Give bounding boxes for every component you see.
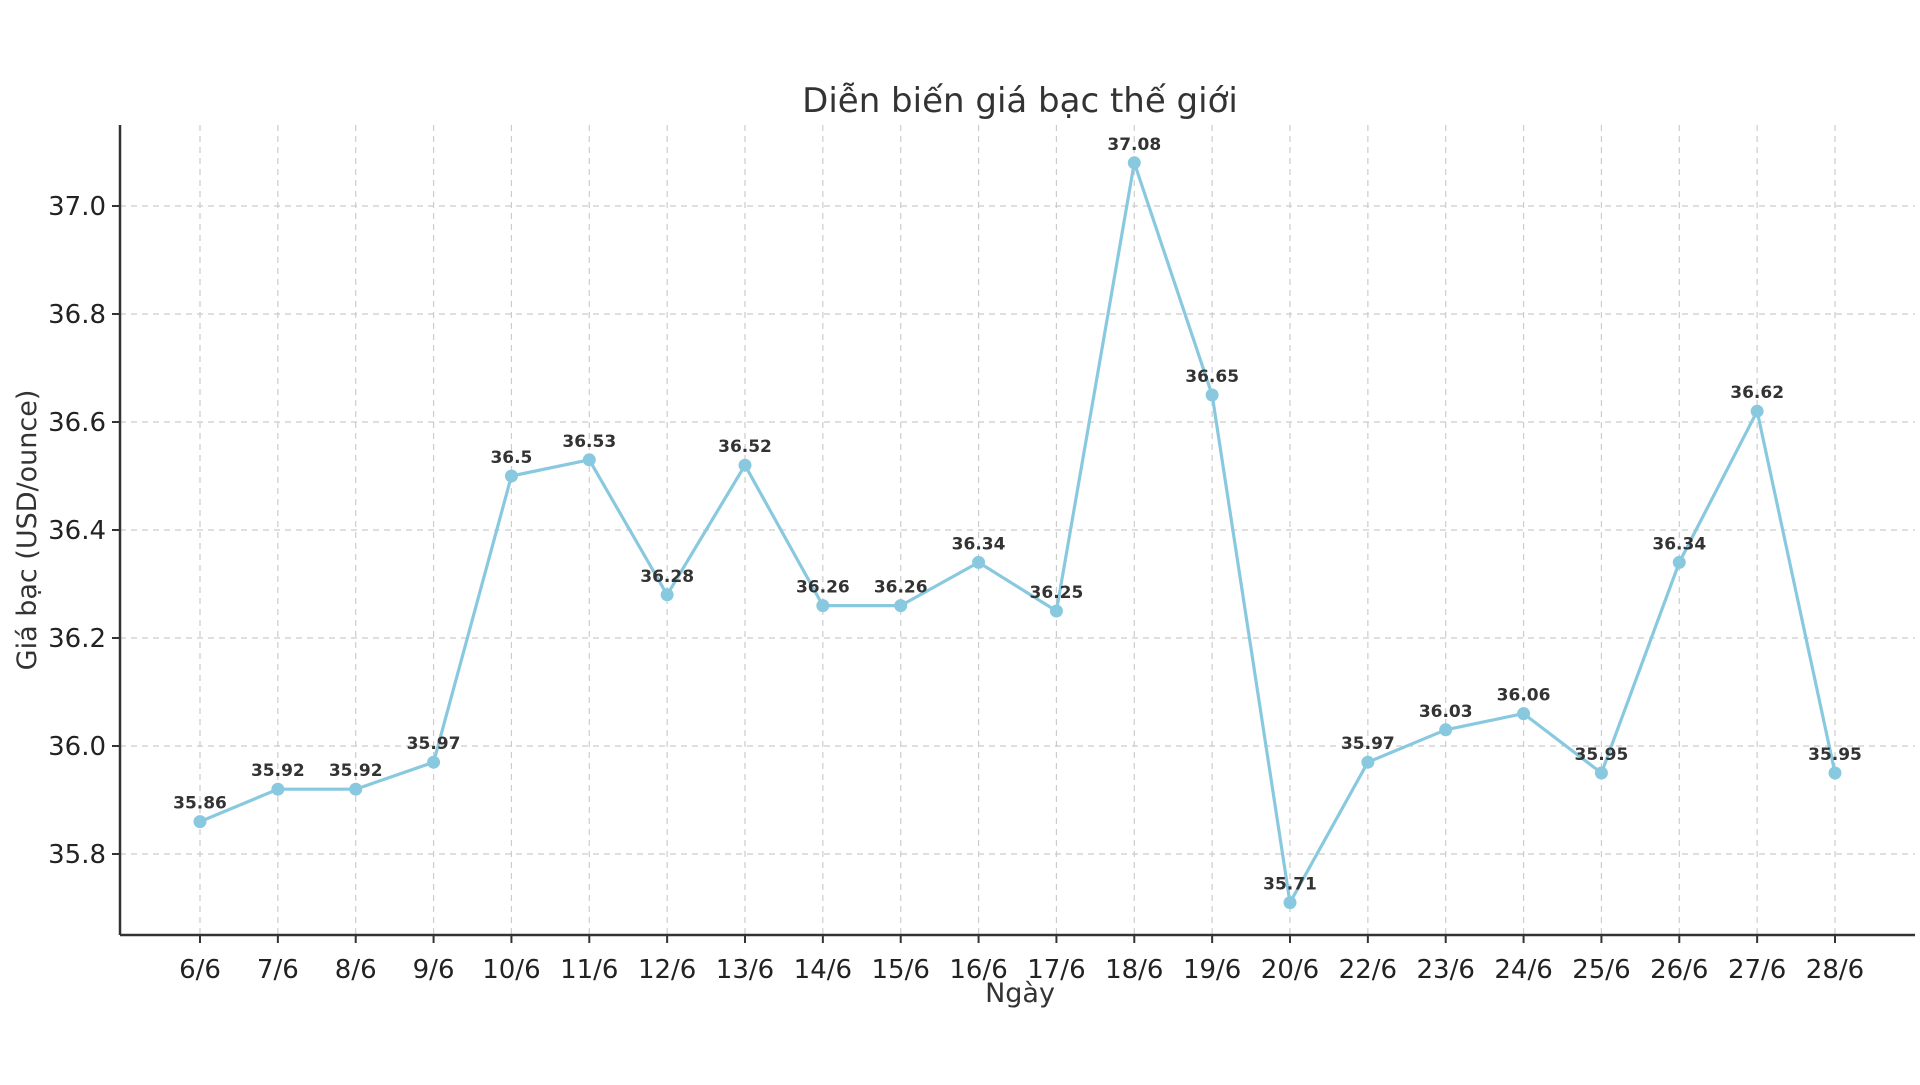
y-tick-label: 36.0 bbox=[48, 732, 106, 762]
data-point bbox=[582, 453, 596, 467]
data-label: 36.53 bbox=[562, 432, 616, 452]
data-point bbox=[193, 815, 207, 829]
x-tick-label: 8/6 bbox=[335, 955, 377, 985]
x-tick-label: 7/6 bbox=[257, 955, 299, 985]
x-tick-label: 13/6 bbox=[716, 955, 774, 985]
ticks-layer: 6/6 7/6 8/6 9/6 10/6 11/6 12/6 13/6 14/6 15/6 16/6… bbox=[48, 192, 1864, 985]
x-tick-label: 17/6 bbox=[1027, 955, 1085, 985]
data-point bbox=[1517, 707, 1531, 721]
x-tick-label: 11/6 bbox=[560, 955, 618, 985]
x-tick-label: 26/6 bbox=[1650, 955, 1708, 985]
data-label: 35.92 bbox=[251, 761, 305, 781]
x-tick-label: 18/6 bbox=[1105, 955, 1163, 985]
data-point bbox=[504, 469, 518, 483]
x-tick-label: 6/6 bbox=[179, 955, 221, 985]
data-label: 35.92 bbox=[329, 761, 383, 781]
data-point bbox=[271, 782, 285, 796]
data-label: 35.71 bbox=[1263, 875, 1317, 895]
data-label: 36.62 bbox=[1730, 383, 1784, 403]
data-point bbox=[1672, 555, 1686, 569]
x-tick-label: 16/6 bbox=[949, 955, 1007, 985]
data-point bbox=[1127, 156, 1141, 170]
data-point bbox=[1049, 604, 1063, 618]
data-label: 37.08 bbox=[1107, 135, 1161, 155]
y-tick-label: 35.8 bbox=[48, 840, 106, 870]
y-tick-label: 36.8 bbox=[48, 300, 106, 330]
data-label: 36.65 bbox=[1185, 367, 1239, 387]
chart-title: Diễn biến giá bạc thế giới bbox=[802, 81, 1238, 121]
x-tick-label: 27/6 bbox=[1728, 955, 1786, 985]
x-tick-label: 28/6 bbox=[1806, 955, 1864, 985]
y-tick-label: 36.4 bbox=[48, 516, 106, 546]
data-labels-layer: 35.86 35.92 35.92 35.97 36.5 36.53 36.28 36.52 3… bbox=[173, 135, 1862, 895]
data-point bbox=[894, 599, 908, 613]
x-tick-label: 25/6 bbox=[1572, 955, 1630, 985]
y-tick-label: 36.2 bbox=[48, 624, 106, 654]
series-layer bbox=[193, 156, 1842, 910]
y-tick-label: 37.0 bbox=[48, 192, 106, 222]
data-label: 36.28 bbox=[640, 567, 694, 587]
y-tick-label: 36.6 bbox=[48, 408, 106, 438]
data-label: 35.95 bbox=[1808, 745, 1862, 765]
data-point bbox=[1828, 766, 1842, 780]
data-label: 36.26 bbox=[874, 578, 928, 598]
data-point bbox=[1439, 723, 1453, 737]
x-tick-label: 14/6 bbox=[794, 955, 852, 985]
data-label: 36.25 bbox=[1030, 583, 1084, 603]
data-point bbox=[349, 782, 363, 796]
data-label: 36.03 bbox=[1419, 702, 1473, 722]
data-point bbox=[1361, 755, 1375, 769]
data-label: 35.97 bbox=[1341, 734, 1395, 754]
data-label: 36.26 bbox=[796, 578, 850, 598]
x-tick-label: 15/6 bbox=[872, 955, 930, 985]
y-axis-label: Giá bạc (USD/ounce) bbox=[12, 390, 43, 671]
x-tick-label: 12/6 bbox=[638, 955, 696, 985]
x-tick-label: 10/6 bbox=[482, 955, 540, 985]
x-tick-label: 19/6 bbox=[1183, 955, 1241, 985]
data-point bbox=[816, 599, 830, 613]
data-label: 36.34 bbox=[1652, 534, 1706, 554]
data-label: 35.95 bbox=[1575, 745, 1629, 765]
data-point bbox=[1283, 896, 1297, 910]
grid-layer bbox=[120, 125, 1915, 935]
series-line bbox=[198, 161, 1837, 905]
data-point bbox=[427, 755, 441, 769]
data-label: 35.86 bbox=[173, 794, 227, 814]
x-tick-label: 9/6 bbox=[413, 955, 455, 985]
x-tick-label: 23/6 bbox=[1417, 955, 1475, 985]
x-tick-label: 22/6 bbox=[1339, 955, 1397, 985]
x-tick-label: 24/6 bbox=[1494, 955, 1552, 985]
data-label: 36.52 bbox=[718, 437, 772, 457]
data-point bbox=[972, 555, 986, 569]
data-point bbox=[738, 458, 752, 472]
x-tick-label: 20/6 bbox=[1261, 955, 1319, 985]
data-label: 36.34 bbox=[952, 534, 1006, 554]
data-point bbox=[1205, 388, 1219, 402]
data-label: 36.5 bbox=[490, 448, 532, 468]
data-point bbox=[660, 588, 674, 602]
data-point bbox=[1750, 404, 1764, 418]
data-label: 35.97 bbox=[407, 734, 461, 754]
data-point bbox=[1594, 766, 1608, 780]
data-label: 36.06 bbox=[1497, 686, 1551, 706]
x-axis-label: Ngày bbox=[985, 978, 1055, 1009]
